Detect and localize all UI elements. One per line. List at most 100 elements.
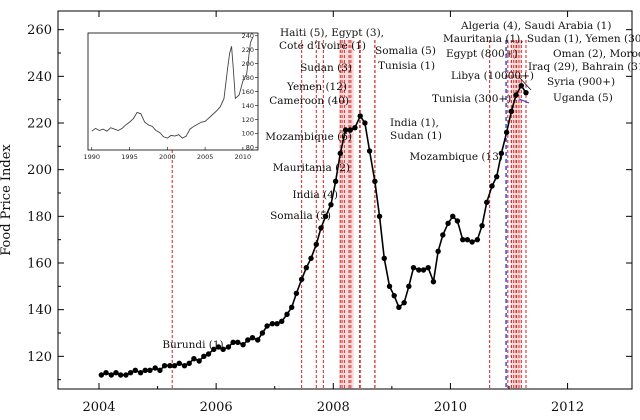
event-label: Oman (2), Morocco (5) xyxy=(553,48,640,60)
data-point xyxy=(279,318,285,325)
event-label: Syria (900+) xyxy=(547,76,615,88)
data-point xyxy=(416,267,422,273)
data-point xyxy=(293,290,300,297)
data-point xyxy=(98,372,105,378)
data-point xyxy=(498,150,505,157)
data-point xyxy=(157,367,163,374)
event-label: Uganda (5) xyxy=(553,92,613,104)
inset-x-tick-label: 2000 xyxy=(159,153,176,161)
data-point xyxy=(108,372,115,378)
data-point xyxy=(103,369,109,376)
data-point xyxy=(137,369,144,376)
ticks-layer: 2004 2006 2008 2010 2012 120 140 160 180 200 220 24… xyxy=(27,11,632,415)
data-point xyxy=(357,113,363,119)
y-tick-label: 240 xyxy=(27,70,52,85)
data-point xyxy=(211,346,217,353)
y-tick-label: 200 xyxy=(27,163,52,178)
inset-line xyxy=(91,37,254,139)
data-point xyxy=(123,372,129,378)
event-label: Mauritania (1), Sudan (1), Yemen (300+) xyxy=(443,33,640,45)
x-tick-label: 2012 xyxy=(551,400,584,415)
inset-frame xyxy=(87,32,259,151)
data-point xyxy=(484,199,490,206)
data-point xyxy=(440,232,446,238)
data-point xyxy=(303,264,310,271)
series-layer xyxy=(98,82,529,378)
data-point xyxy=(420,267,427,273)
event-label: India (4) xyxy=(293,189,338,201)
inset-y-tick-label: 120 xyxy=(242,116,254,124)
data-point xyxy=(318,225,324,231)
data-point xyxy=(342,127,349,133)
inset-y-tick-label: 160 xyxy=(242,88,254,96)
x-tick-label: 2006 xyxy=(200,400,233,415)
y-tick-label: 180 xyxy=(27,210,52,225)
data-point xyxy=(464,236,471,243)
inset-y-tick-label: 100 xyxy=(242,130,254,138)
data-point xyxy=(196,358,202,364)
arrow-tunisia xyxy=(518,98,530,104)
inset-x-tick-label: 1995 xyxy=(121,153,138,161)
data-point xyxy=(322,213,329,220)
data-point xyxy=(186,360,192,367)
data-point xyxy=(376,213,383,220)
inset-y-tick-label: 80 xyxy=(246,144,254,152)
event-label: Sudan (1) xyxy=(390,130,442,142)
data-point xyxy=(220,346,226,353)
inset-x-tick-label: 2005 xyxy=(197,153,214,161)
data-point xyxy=(513,92,519,98)
inset-y-tick-label: 140 xyxy=(242,102,254,110)
data-point xyxy=(274,320,280,327)
data-point xyxy=(240,341,246,348)
data-point xyxy=(366,148,373,154)
event-label: Algeria (4), Saudi Arabia (1) xyxy=(460,20,611,32)
inset-y-tick-label: 240 xyxy=(242,32,254,40)
event-label: Tunisia (300+) xyxy=(432,93,511,105)
data-point xyxy=(230,339,236,346)
event-label: Yemen (12) xyxy=(286,81,347,93)
data-point xyxy=(469,239,475,245)
y-axis-label: Food Price Index xyxy=(0,144,14,256)
event-label: Burundi (1) xyxy=(162,339,223,351)
inset-y-tick-label: 180 xyxy=(242,74,254,82)
data-point xyxy=(489,183,495,189)
data-point xyxy=(430,278,437,285)
event-label: Haiti (5), Egypt (3), xyxy=(280,27,384,39)
data-point xyxy=(298,276,305,283)
x-tick-label: 2008 xyxy=(317,400,350,415)
data-point xyxy=(201,353,207,360)
data-point xyxy=(450,213,456,220)
event-lines-layer xyxy=(171,40,527,389)
data-point xyxy=(454,218,461,224)
event-label: Tunisia (1) xyxy=(378,60,435,72)
data-point xyxy=(142,367,148,374)
data-point xyxy=(381,255,387,262)
data-point xyxy=(523,89,529,96)
inset-y-tick-label: 200 xyxy=(242,60,254,68)
data-point xyxy=(308,255,314,262)
event-label: Mauritania (2) xyxy=(273,162,350,174)
y-tick-label: 260 xyxy=(27,23,52,38)
data-point xyxy=(249,334,256,341)
data-point xyxy=(176,360,182,367)
event-label: Iraq (29), Bahrain (31) xyxy=(528,61,640,73)
data-point xyxy=(372,178,378,185)
event-label: Mozambique (13) xyxy=(410,151,504,163)
data-point xyxy=(328,201,334,208)
data-point xyxy=(362,120,368,126)
data-point xyxy=(435,248,441,255)
data-point xyxy=(235,339,241,346)
y-tick-label: 160 xyxy=(27,257,52,272)
data-point xyxy=(117,372,124,378)
y-tick-label: 120 xyxy=(27,350,52,365)
data-point xyxy=(391,292,397,299)
data-point xyxy=(347,127,353,133)
data-point xyxy=(508,108,515,115)
event-label: Cote d'Ivoire (1) xyxy=(279,40,366,52)
data-point xyxy=(255,337,261,343)
x-tick-label: 2004 xyxy=(82,400,115,415)
data-point xyxy=(386,283,393,290)
data-point xyxy=(425,264,431,271)
data-point xyxy=(264,323,270,329)
